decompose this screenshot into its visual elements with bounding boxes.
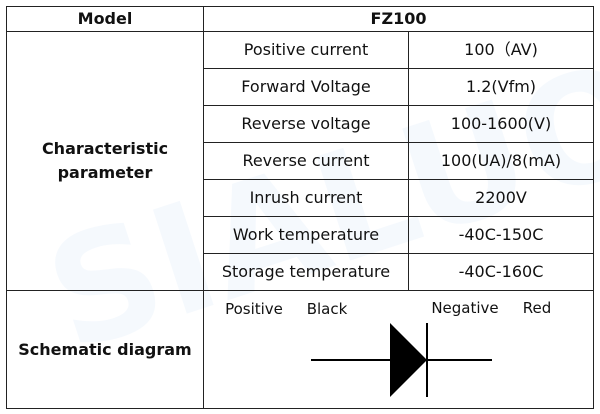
parameter-value: 1.2(Vfm) bbox=[465, 76, 537, 96]
parameter-value: 2200V bbox=[475, 187, 527, 207]
header-cell: Model bbox=[77, 9, 133, 28]
parameter-value: 100(UA)/8(mA) bbox=[440, 150, 562, 170]
header-cell: FZ100 bbox=[370, 9, 427, 28]
section-label: Characteristic parameter bbox=[41, 138, 169, 182]
table-border bbox=[6, 6, 594, 409]
parameter-name: Storage temperature bbox=[221, 261, 391, 281]
terminal-label: Negative bbox=[431, 299, 499, 317]
parameter-name: Reverse current bbox=[242, 150, 370, 170]
parameter-name: Positive current bbox=[243, 39, 369, 59]
terminal-label: Black bbox=[306, 300, 348, 318]
schematic-label: Schematic diagram bbox=[18, 340, 192, 359]
parameter-value: 100（AV) bbox=[464, 39, 538, 59]
parameter-name: Reverse voltage bbox=[241, 113, 371, 133]
parameter-name: Inrush current bbox=[249, 187, 363, 207]
diode-symbol bbox=[311, 323, 492, 397]
parameter-value: -40C-150C bbox=[458, 224, 544, 244]
terminal-label: Red bbox=[522, 299, 552, 317]
terminal-label: Positive bbox=[225, 300, 283, 318]
parameter-value: -40C-160C bbox=[458, 261, 544, 281]
parameter-value: 100-1600(V) bbox=[450, 113, 552, 133]
diode-triangle bbox=[390, 323, 427, 397]
parameter-name: Forward Voltage bbox=[241, 76, 371, 96]
parameter-name: Work temperature bbox=[232, 224, 380, 244]
